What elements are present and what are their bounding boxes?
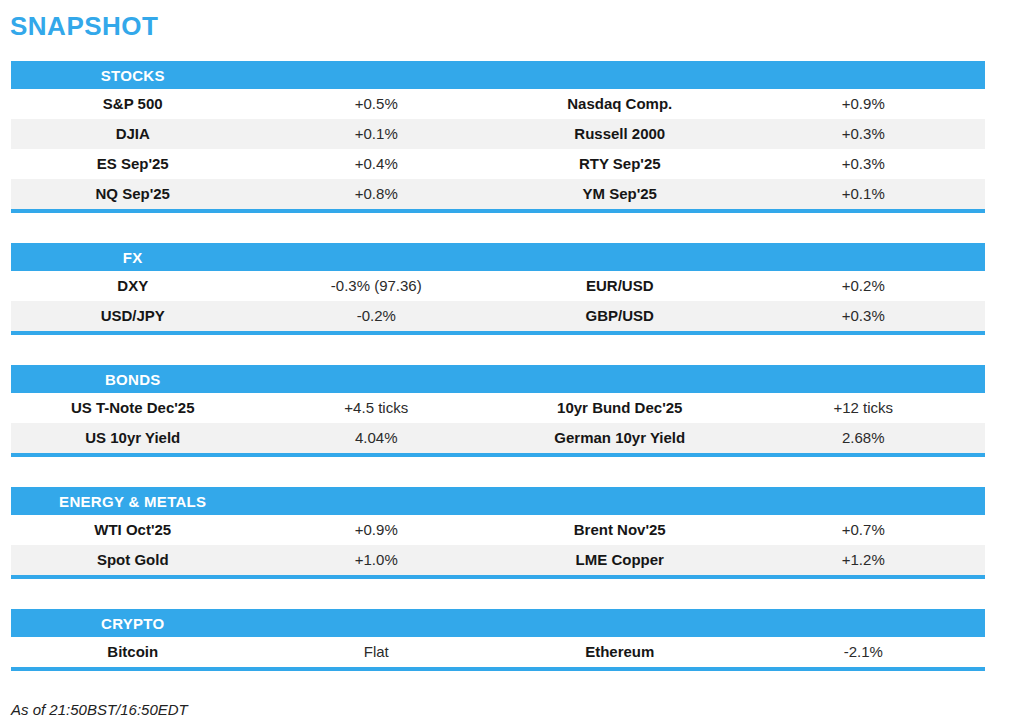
table-row: DJIA+0.1%Russell 2000+0.3%: [11, 119, 985, 149]
instrument-value: 2.68%: [742, 423, 986, 453]
instrument-value: +0.9%: [255, 515, 499, 545]
instrument-value: +0.4%: [255, 149, 499, 179]
section-header-label: CRYPTO: [11, 615, 255, 632]
section-fx: FXDXY-0.3% (97.36)EUR/USD+0.2%USD/JPY-0.…: [11, 243, 985, 335]
instrument-value: -0.2%: [255, 301, 499, 331]
market-snapshot-table: STOCKSS&P 500+0.5%Nasdaq Comp.+0.9%DJIA+…: [11, 61, 985, 671]
instrument-value: +0.3%: [742, 119, 986, 149]
section-header: FX: [11, 243, 985, 271]
instrument-value: +4.5 ticks: [255, 393, 499, 423]
instrument-label: ES Sep'25: [11, 149, 255, 179]
section-header-label: BONDS: [11, 371, 255, 388]
instrument-value: Flat: [255, 637, 499, 667]
instrument-value: +0.5%: [255, 89, 499, 119]
section-header: STOCKS: [11, 61, 985, 89]
table-row: ES Sep'25+0.4%RTY Sep'25+0.3%: [11, 149, 985, 179]
section-energy-metals: ENERGY & METALS WTI Oct'25+0.9%Brent Nov'…: [11, 487, 985, 579]
instrument-label: Spot Gold: [11, 545, 255, 575]
instrument-label: Brent Nov'25: [498, 515, 742, 545]
instrument-label: US 10yr Yield: [11, 423, 255, 453]
section-crypto: CRYPTO BitcoinFlatEthereum-2.1%: [11, 609, 985, 671]
instrument-value: +0.1%: [255, 119, 499, 149]
instrument-label: WTI Oct'25: [11, 515, 255, 545]
instrument-value: +0.1%: [742, 179, 986, 209]
instrument-label: US T-Note Dec'25: [11, 393, 255, 423]
instrument-label: 10yr Bund Dec'25: [498, 393, 742, 423]
instrument-label: LME Copper: [498, 545, 742, 575]
table-row: DXY-0.3% (97.36)EUR/USD+0.2%: [11, 271, 985, 301]
section-header-label: STOCKS: [11, 67, 255, 84]
instrument-label: DJIA: [11, 119, 255, 149]
instrument-label: Russell 2000: [498, 119, 742, 149]
instrument-value: +0.3%: [742, 301, 986, 331]
section-header-label: ENERGY & METALS: [11, 493, 255, 510]
page-title: SNAPSHOT: [10, 12, 1024, 40]
table-row: BitcoinFlatEthereum-2.1%: [11, 637, 985, 667]
instrument-value: +1.0%: [255, 545, 499, 575]
table-row: WTI Oct'25+0.9%Brent Nov'25+0.7%: [11, 515, 985, 545]
section-header: BONDS: [11, 365, 985, 393]
instrument-label: RTY Sep'25: [498, 149, 742, 179]
section-header-label: FX: [11, 249, 255, 266]
instrument-label: Ethereum: [498, 637, 742, 667]
instrument-value: +0.7%: [742, 515, 986, 545]
instrument-label: EUR/USD: [498, 271, 742, 301]
instrument-label: YM Sep'25: [498, 179, 742, 209]
instrument-value: +0.9%: [742, 89, 986, 119]
instrument-value: -2.1%: [742, 637, 986, 667]
section-header: ENERGY & METALS: [11, 487, 985, 515]
instrument-value: +1.2%: [742, 545, 986, 575]
section-stocks: STOCKSS&P 500+0.5%Nasdaq Comp.+0.9%DJIA+…: [11, 61, 985, 213]
instrument-value: +0.2%: [742, 271, 986, 301]
instrument-value: +0.3%: [742, 149, 986, 179]
instrument-value: +12 ticks: [742, 393, 986, 423]
table-row: Spot Gold+1.0%LME Copper+1.2%: [11, 545, 985, 575]
instrument-label: NQ Sep'25: [11, 179, 255, 209]
instrument-value: +0.8%: [255, 179, 499, 209]
table-row: US T-Note Dec'25+4.5 ticks10yr Bund Dec'…: [11, 393, 985, 423]
instrument-label: Bitcoin: [11, 637, 255, 667]
instrument-label: GBP/USD: [498, 301, 742, 331]
table-row: S&P 500+0.5%Nasdaq Comp.+0.9%: [11, 89, 985, 119]
instrument-label: Nasdaq Comp.: [498, 89, 742, 119]
instrument-label: DXY: [11, 271, 255, 301]
instrument-value: 4.04%: [255, 423, 499, 453]
section-header: CRYPTO: [11, 609, 985, 637]
instrument-label: German 10yr Yield: [498, 423, 742, 453]
timestamp-footer: As of 21:50BST/16:50EDT: [11, 701, 1024, 718]
table-row: NQ Sep'25+0.8%YM Sep'25+0.1%: [11, 179, 985, 209]
section-bonds: BONDS US T-Note Dec'25+4.5 ticks10yr Bund…: [11, 365, 985, 457]
table-row: USD/JPY-0.2%GBP/USD+0.3%: [11, 301, 985, 331]
instrument-value: -0.3% (97.36): [255, 271, 499, 301]
instrument-label: S&P 500: [11, 89, 255, 119]
instrument-label: USD/JPY: [11, 301, 255, 331]
table-row: US 10yr Yield4.04%German 10yr Yield2.68%: [11, 423, 985, 453]
